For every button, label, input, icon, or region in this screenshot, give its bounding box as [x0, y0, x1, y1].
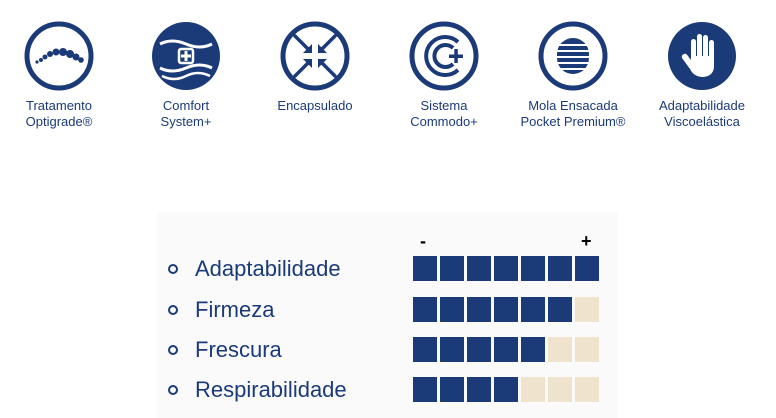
scale-min-label: -: [420, 231, 426, 251]
rating-row-adaptabilidade: Adaptabilidade: [168, 256, 608, 284]
rating-cell-filled: [440, 256, 464, 281]
bullet-icon: [168, 264, 178, 274]
spine-dots-icon: [24, 21, 94, 91]
hand-icon: [668, 22, 736, 90]
rating-cell-filled: [548, 297, 572, 322]
rating-cell-filled: [521, 337, 545, 362]
rating-cell-empty: [548, 377, 572, 402]
feature-commodo: Sistema Commodo+: [379, 20, 509, 130]
rating-cell-empty: [575, 337, 599, 362]
bullet-icon: [168, 305, 178, 315]
rating-cell-filled: [413, 256, 437, 281]
rating-label: Firmeza: [195, 297, 275, 322]
rating-cell-empty: [548, 337, 572, 362]
encapsulated-arrows-icon: [280, 21, 350, 91]
rating-row-firmeza: Firmeza: [168, 297, 608, 325]
rating-cell-empty: [521, 377, 545, 402]
scale-max-label: +: [581, 231, 592, 251]
pocket-spring-icon: [538, 21, 608, 91]
rating-cell-empty: [575, 377, 599, 402]
rating-label: Respirabilidade: [195, 377, 347, 402]
rating-cell-filled: [467, 256, 491, 281]
comfort-plus-icon: [152, 22, 220, 90]
rating-cell-filled: [440, 377, 464, 402]
rating-cell-filled: [521, 297, 545, 322]
rating-cell-filled: [494, 297, 518, 322]
rating-cell-filled: [467, 377, 491, 402]
feature-icons: Tratamento Optigrade® Comfort System+: [0, 20, 776, 132]
bullet-icon: [168, 345, 178, 355]
rating-row-respirabilidade: Respirabilidade: [168, 377, 608, 405]
feature-comfort-system: Comfort System+: [121, 20, 251, 130]
rating-label: Adaptabilidade: [195, 256, 341, 281]
feature-label: Mola Ensacada Pocket Premium®: [520, 98, 626, 129]
feature-label: Tratamento Optigrade®: [25, 98, 93, 129]
rating-cell-filled: [440, 297, 464, 322]
feature-label: Sistema Commodo+: [410, 98, 478, 129]
rating-cell-empty: [575, 297, 599, 322]
rating-cell-filled: [413, 377, 437, 402]
rating-row-frescura: Frescura: [168, 337, 608, 365]
feature-pocket-premium: Mola Ensacada Pocket Premium®: [508, 20, 638, 130]
rating-cell-filled: [521, 256, 545, 281]
feature-label: Adaptabilidade Viscoelástica: [658, 98, 746, 129]
feature-optigrade: Tratamento Optigrade®: [0, 20, 124, 130]
rating-cell-filled: [467, 337, 491, 362]
rating-cell-filled: [413, 297, 437, 322]
feature-viscoelastica: Adaptabilidade Viscoelástica: [637, 20, 767, 130]
rating-cell-filled: [413, 337, 437, 362]
rating-cell-filled: [575, 256, 599, 281]
rating-cell-filled: [494, 337, 518, 362]
rating-cell-filled: [494, 256, 518, 281]
feature-encapsulado: Encapsulado: [250, 20, 380, 114]
rating-label: Frescura: [195, 337, 282, 362]
commodo-c-plus-icon: [409, 21, 479, 91]
feature-label: Comfort System+: [160, 98, 212, 129]
rating-cell-filled: [440, 337, 464, 362]
rating-cell-filled: [548, 256, 572, 281]
feature-label: Encapsulado: [277, 98, 353, 113]
rating-cell-filled: [467, 297, 491, 322]
rating-cell-filled: [494, 377, 518, 402]
bullet-icon: [168, 385, 178, 395]
